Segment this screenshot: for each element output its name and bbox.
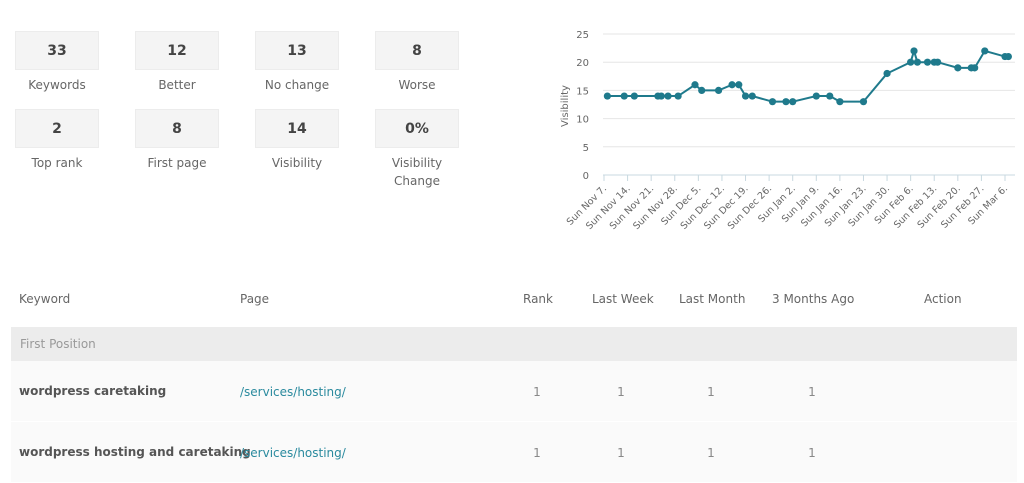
stat-value: 33 [15, 31, 99, 70]
data-point [913, 58, 921, 66]
three-months-cell: 1 [808, 446, 816, 460]
stat-worse: 8 Worse [360, 31, 480, 94]
stat-first-page: 8 First page [120, 109, 240, 172]
stat-keywords: 33 Keywords [0, 31, 120, 94]
stat-value: 8 [375, 31, 459, 70]
data-point [728, 81, 736, 89]
header-last-month[interactable]: Last Month [679, 292, 746, 306]
data-point [1004, 52, 1012, 61]
data-point [859, 98, 868, 106]
rank-cell: 1 [533, 446, 541, 460]
data-point [910, 47, 918, 55]
last-month-cell: 1 [707, 446, 715, 460]
header-rank[interactable]: Rank [523, 292, 553, 306]
data-point [923, 58, 932, 66]
y-tick-label: 0 [583, 171, 589, 182]
data-point [735, 81, 743, 89]
data-point [981, 47, 989, 55]
data-point [789, 98, 797, 106]
last-month-cell: 1 [707, 385, 715, 399]
data-point [698, 86, 706, 94]
data-point [954, 64, 962, 72]
data-point [674, 92, 682, 100]
stat-value: 13 [255, 31, 339, 70]
table-row: wordpress caretaking /services/hosting/ … [11, 361, 1017, 421]
data-point [812, 92, 820, 100]
last-week-cell: 1 [617, 385, 625, 399]
data-point [782, 98, 790, 106]
stat-label: Visibility [271, 156, 323, 170]
y-tick-label: 25 [576, 30, 589, 41]
stat-visibility: 14 Visibility [240, 109, 360, 172]
data-point [630, 92, 638, 100]
keyword-cell: wordpress caretaking [19, 384, 167, 398]
stat-value: 0% [375, 109, 459, 148]
data-point [768, 98, 777, 106]
header-action: Action [924, 292, 962, 306]
group-first-position: First Position [11, 327, 1017, 361]
page-link[interactable]: /services/hosting/ [240, 446, 346, 460]
data-point [883, 69, 891, 78]
table-row: wordpress hosting and caretaking /servic… [11, 422, 1017, 482]
stat-value: 8 [135, 109, 219, 148]
stat-label: Better [158, 78, 196, 92]
y-tick-label: 5 [583, 143, 589, 154]
series-line [607, 47, 1009, 103]
y-tick-label: 15 [576, 86, 589, 97]
header-last-week[interactable]: Last Week [592, 292, 654, 306]
stat-label: Top rank [31, 156, 83, 170]
stat-top-rank: 2 Top rank [0, 109, 120, 172]
data-point [664, 92, 672, 100]
stat-label: No change [264, 78, 330, 92]
data-point [748, 92, 756, 100]
stat-no-change: 13 No change [240, 31, 360, 94]
data-point [826, 92, 834, 100]
last-week-cell: 1 [617, 446, 625, 460]
data-point [741, 92, 750, 100]
data-point [714, 86, 723, 94]
stat-better: 12 Better [120, 31, 240, 94]
stat-visibility-change: 0% Visibility Change [360, 109, 480, 190]
y-tick-label: 10 [576, 115, 589, 126]
data-point [907, 58, 915, 66]
page-link[interactable]: /services/hosting/ [240, 385, 346, 399]
stat-label: Visibility Change [391, 156, 443, 188]
data-point [971, 64, 979, 72]
stat-value: 2 [15, 109, 99, 148]
data-point [603, 92, 611, 100]
stat-label: First page [147, 156, 207, 170]
data-point [934, 58, 942, 66]
three-months-cell: 1 [808, 385, 816, 399]
rank-cell: 1 [533, 385, 541, 399]
stat-label: Worse [398, 78, 436, 92]
header-keyword[interactable]: Keyword [19, 292, 71, 306]
y-axis-label: Visibility [560, 85, 571, 127]
stat-value: 14 [255, 109, 339, 148]
data-point [691, 81, 699, 89]
data-point [620, 92, 628, 100]
header-page[interactable]: Page [240, 292, 270, 306]
stat-label: Keywords [28, 78, 86, 92]
data-point [657, 92, 665, 100]
keyword-cell: wordpress hosting and caretaking [19, 445, 251, 459]
data-point [836, 98, 844, 106]
stat-value: 12 [135, 31, 219, 70]
header-3-months-ago[interactable]: 3 Months Ago [772, 292, 855, 306]
y-tick-label: 20 [576, 58, 589, 69]
